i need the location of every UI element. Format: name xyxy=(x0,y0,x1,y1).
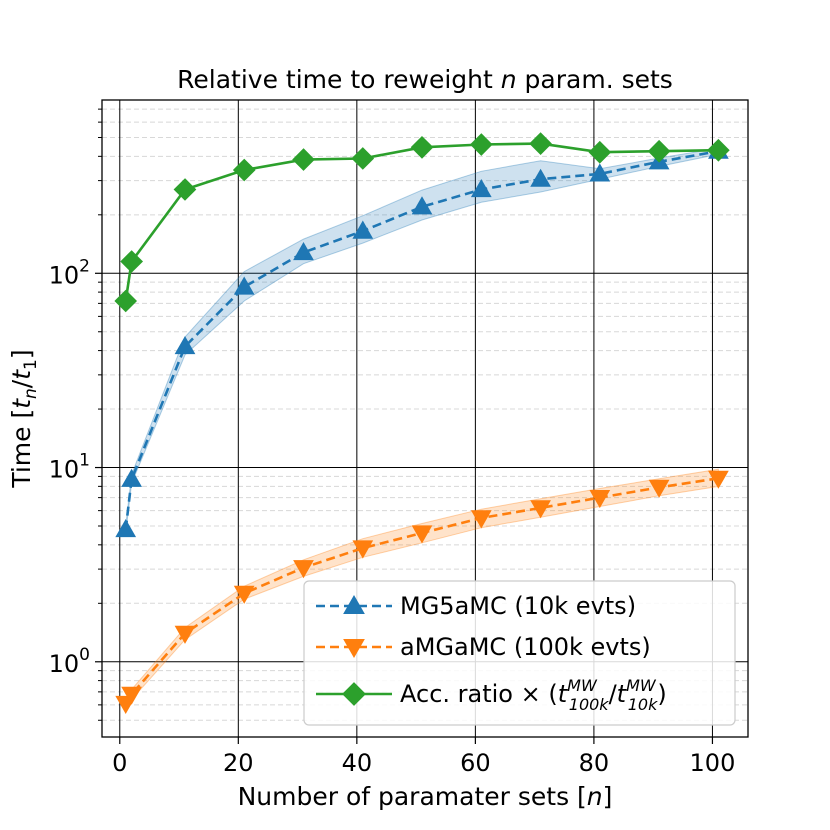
y-tick-base: 10 xyxy=(49,650,80,678)
y-tick-exponent: 0 xyxy=(79,645,90,665)
legend-label-0: MG5aMC (10k evts) xyxy=(400,592,636,620)
xlabel-text: ] xyxy=(603,782,613,811)
x-axis-label: Number of paramater sets [n] xyxy=(238,782,613,811)
data-point-series-1 xyxy=(708,470,729,489)
legend-t: t xyxy=(558,680,569,708)
legend-sub-10k: 10k xyxy=(628,695,658,714)
xlabel-text: Number of paramater sets [ xyxy=(238,782,587,811)
legend-text-suffix: ) xyxy=(657,680,666,708)
data-point-series-1 xyxy=(174,625,196,644)
ylabel-sub-1: 1 xyxy=(21,359,41,370)
series-line-1 xyxy=(124,477,719,705)
plot-frame xyxy=(101,99,749,738)
x-tick-label: 100 xyxy=(690,749,736,777)
legend-sub-100k: 100k xyxy=(569,695,610,714)
data-point-series-2 xyxy=(469,133,493,156)
legend-text-prefix: Acc. ratio × ( xyxy=(400,680,558,708)
x-tick-label: 20 xyxy=(223,749,254,777)
chart-title: Relative time to reweight n param. sets xyxy=(177,65,673,94)
y-axis-label: Time [tn/t1] xyxy=(7,349,41,488)
legend-t: t xyxy=(617,680,628,708)
x-tick-label: 80 xyxy=(579,749,610,777)
title-italic-n: n xyxy=(501,65,517,94)
data-point-series-2 xyxy=(232,158,256,182)
data-point-series-0 xyxy=(352,220,374,239)
data-point-series-2 xyxy=(647,139,671,163)
title-text: Relative time to reweight xyxy=(177,65,501,94)
data-point-series-2 xyxy=(292,148,315,171)
data-point-series-0 xyxy=(115,518,137,538)
x-tick-label: 40 xyxy=(342,749,373,777)
data-point-series-2 xyxy=(114,289,138,313)
legend-label-2: Acc. ratio × (tMW 100k/tMW 10k) xyxy=(400,676,667,714)
data-point-series-2 xyxy=(173,178,197,201)
axes-frame xyxy=(101,99,749,738)
data-point-series-1 xyxy=(470,510,492,529)
ylabel-text: ] xyxy=(7,349,36,359)
ylabel-text: Time [ xyxy=(7,409,36,489)
legend-slash: / xyxy=(609,680,618,708)
xlabel-italic-n: n xyxy=(587,782,603,811)
data-point-series-2 xyxy=(706,138,730,162)
data-point-series-2 xyxy=(410,135,434,159)
data-point-series-0 xyxy=(174,335,196,355)
title-text: param. sets xyxy=(517,65,673,94)
minor-grid xyxy=(102,108,748,721)
ylabel-t: t xyxy=(7,398,36,409)
data-point-series-2 xyxy=(120,250,144,273)
data-point-series-1 xyxy=(121,686,142,705)
y-tick-label: 102 xyxy=(49,256,90,289)
data-point-series-1 xyxy=(411,525,433,544)
y-tick-base: 10 xyxy=(49,456,80,484)
data-point-series-0 xyxy=(530,168,551,187)
data-point-series-0 xyxy=(233,276,255,295)
y-tick-label: 101 xyxy=(49,451,90,484)
data-point-series-2 xyxy=(351,147,375,170)
data-point-series-0 xyxy=(121,468,142,487)
data-point-series-0 xyxy=(411,196,433,215)
data-point-series-0 xyxy=(589,163,611,182)
ylabel-sub-n: n xyxy=(21,388,41,399)
series-markers xyxy=(114,132,730,715)
legend-marker-0 xyxy=(343,594,365,614)
legend-sup-mw: MW xyxy=(626,676,657,695)
legend-marker-1 xyxy=(343,639,365,659)
data-point-series-1 xyxy=(589,490,611,509)
data-point-series-1 xyxy=(293,560,314,579)
ylabel-slash: / xyxy=(7,379,36,388)
x-tick-label: 0 xyxy=(112,749,127,777)
data-point-series-0 xyxy=(470,178,492,198)
series-line-0 xyxy=(124,149,719,530)
legend-box xyxy=(303,580,736,726)
y-tick-exponent: 2 xyxy=(79,256,90,276)
data-point-series-2 xyxy=(588,140,612,164)
legend-label-1: aMGaMC (100k evts) xyxy=(400,633,651,661)
legend-sup-mw: MW xyxy=(567,676,598,695)
data-point-series-2 xyxy=(529,132,552,156)
data-point-series-1 xyxy=(648,479,670,498)
y-tick-exponent: 1 xyxy=(79,451,90,471)
ylabel-t: t xyxy=(7,369,36,380)
axis-labels: Relative time to reweight n param. sets N… xyxy=(7,65,673,811)
data-point-series-0 xyxy=(293,241,314,261)
data-point-series-1 xyxy=(233,585,255,604)
y-tick-label: 100 xyxy=(49,645,90,678)
y-tick-base: 10 xyxy=(49,261,80,289)
legend: MG5aMC (10k evts) aMGaMC (100k evts) Acc. … xyxy=(303,580,736,726)
data-point-series-1 xyxy=(352,540,374,559)
data-point-series-1 xyxy=(530,500,551,519)
x-tick-label: 60 xyxy=(460,749,491,777)
legend-marker-2 xyxy=(342,682,366,706)
